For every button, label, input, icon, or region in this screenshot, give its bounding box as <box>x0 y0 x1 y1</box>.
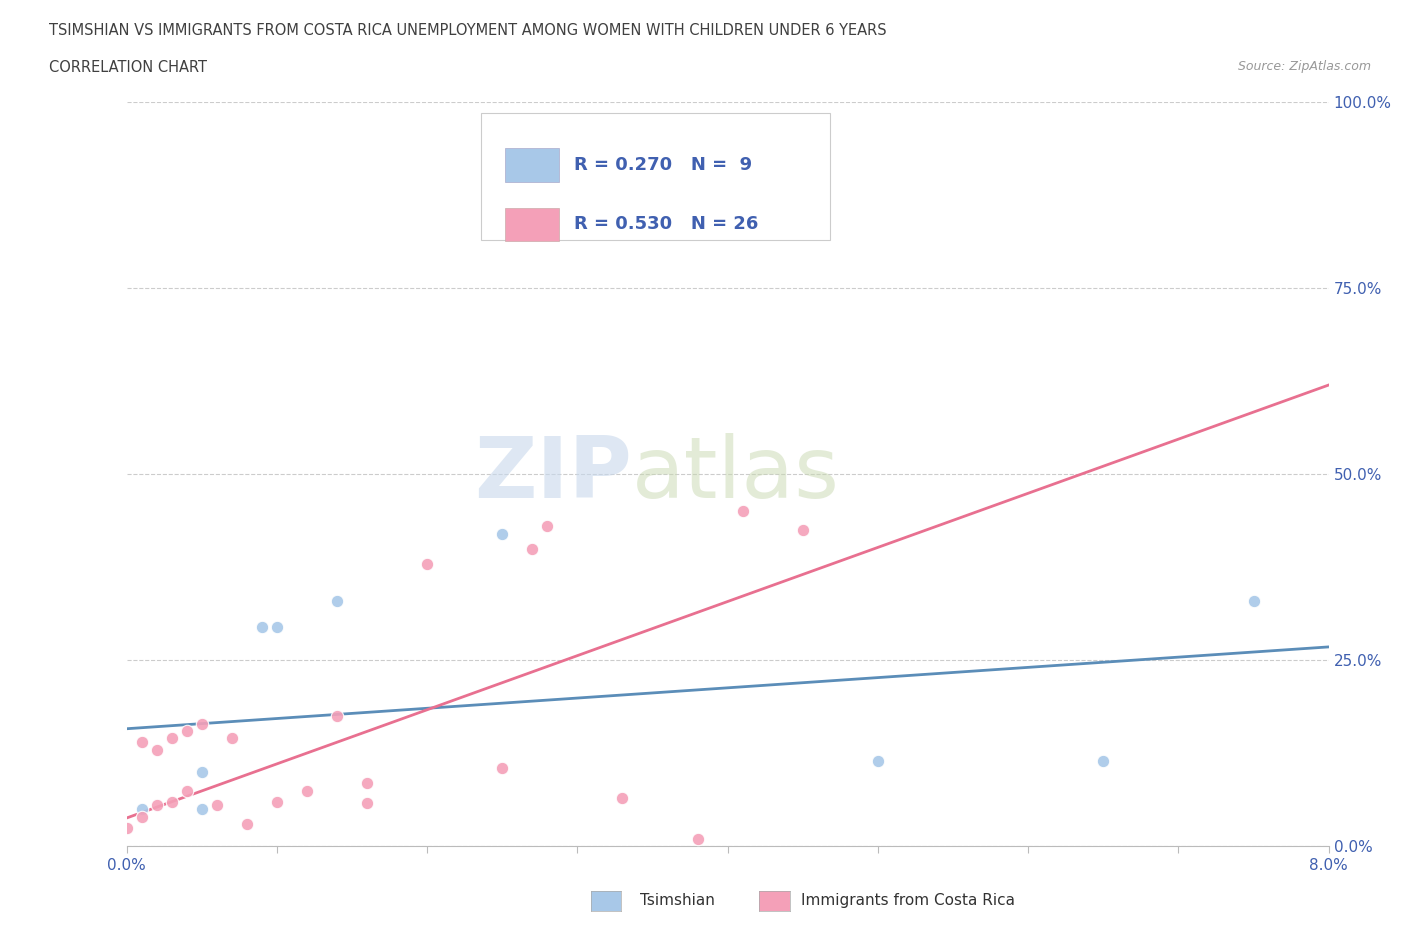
Text: ZIP: ZIP <box>474 432 631 516</box>
Point <box>235 817 259 831</box>
Point <box>131 735 153 750</box>
Text: Source: ZipAtlas.com: Source: ZipAtlas.com <box>1237 60 1371 73</box>
Point <box>221 731 243 746</box>
Text: atlas: atlas <box>631 432 839 516</box>
Point <box>326 709 349 724</box>
Point <box>266 794 288 809</box>
Point <box>145 742 167 757</box>
Text: TSIMSHIAN VS IMMIGRANTS FROM COSTA RICA UNEMPLOYMENT AMONG WOMEN WITH CHILDREN U: TSIMSHIAN VS IMMIGRANTS FROM COSTA RICA … <box>49 23 887 38</box>
Point <box>205 798 228 813</box>
Point <box>866 753 889 768</box>
FancyBboxPatch shape <box>505 148 560 181</box>
Text: R = 0.530   N = 26: R = 0.530 N = 26 <box>574 216 758 233</box>
Point <box>160 794 183 809</box>
Point <box>190 764 212 779</box>
Point <box>612 790 634 805</box>
Point <box>792 523 814 538</box>
Point <box>250 619 273 634</box>
Point <box>1092 753 1115 768</box>
FancyBboxPatch shape <box>505 207 560 241</box>
Text: R = 0.270   N =  9: R = 0.270 N = 9 <box>574 156 752 174</box>
Point <box>731 504 754 519</box>
Text: Tsimshian: Tsimshian <box>640 893 714 908</box>
Point <box>176 724 198 738</box>
Point <box>131 809 153 824</box>
Point <box>190 716 212 731</box>
Point <box>266 619 288 634</box>
Point <box>145 798 167 813</box>
Point <box>491 761 513 776</box>
Point <box>356 796 378 811</box>
FancyBboxPatch shape <box>481 113 830 240</box>
Point <box>160 731 183 746</box>
Point <box>416 556 439 571</box>
Point <box>190 802 212 817</box>
Point <box>522 541 544 556</box>
Point <box>176 783 198 798</box>
Point <box>326 593 349 608</box>
Point <box>686 831 709 846</box>
Text: CORRELATION CHART: CORRELATION CHART <box>49 60 207 75</box>
Point <box>131 802 153 817</box>
Point <box>356 776 378 790</box>
Text: Immigrants from Costa Rica: Immigrants from Costa Rica <box>801 893 1015 908</box>
Point <box>295 783 318 798</box>
Point <box>536 519 558 534</box>
Point <box>491 526 513 541</box>
Point <box>1243 593 1265 608</box>
Point <box>115 820 138 835</box>
